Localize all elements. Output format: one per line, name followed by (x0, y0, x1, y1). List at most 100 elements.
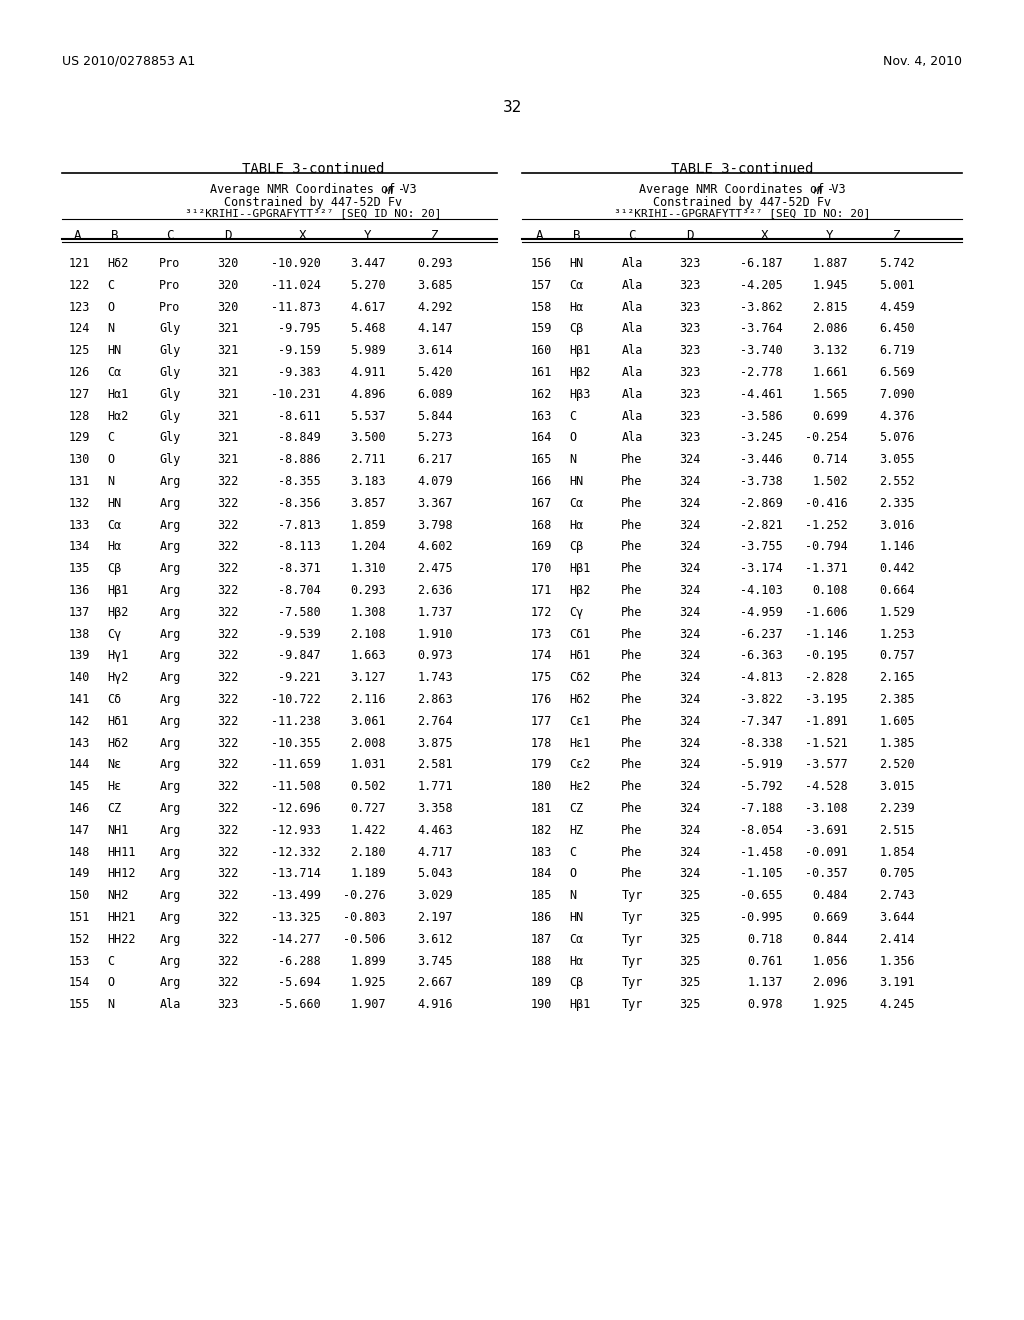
Text: 1.910: 1.910 (418, 627, 453, 640)
Text: 3.055: 3.055 (880, 453, 915, 466)
Text: 2.086: 2.086 (812, 322, 848, 335)
Text: -4.959: -4.959 (740, 606, 783, 619)
Text: Phe: Phe (622, 453, 643, 466)
Text: -5.792: -5.792 (740, 780, 783, 793)
Text: Phe: Phe (622, 562, 643, 576)
Text: Cε2: Cε2 (569, 759, 591, 771)
Text: Hε2: Hε2 (569, 780, 591, 793)
Text: 324: 324 (679, 475, 700, 488)
Text: 1.137: 1.137 (748, 977, 783, 990)
Text: -3.577: -3.577 (805, 759, 848, 771)
Text: 123: 123 (69, 301, 90, 314)
Text: Ala: Ala (160, 998, 180, 1011)
Text: Cδ1: Cδ1 (569, 627, 591, 640)
Text: 0.699: 0.699 (812, 409, 848, 422)
Text: 139: 139 (69, 649, 90, 663)
Text: -0.803: -0.803 (343, 911, 386, 924)
Text: Phe: Phe (622, 606, 643, 619)
Text: 323: 323 (679, 409, 700, 422)
Text: Pro: Pro (160, 301, 180, 314)
Text: Average NMR Coordinates of V3: Average NMR Coordinates of V3 (639, 183, 846, 195)
Text: 324: 324 (679, 671, 700, 684)
Text: 4.916: 4.916 (418, 998, 453, 1011)
Text: -0.276: -0.276 (343, 890, 386, 902)
Text: 4.245: 4.245 (880, 998, 915, 1011)
Text: 184: 184 (530, 867, 552, 880)
Text: Hε1: Hε1 (569, 737, 591, 750)
Text: -3.738: -3.738 (740, 475, 783, 488)
Text: 187: 187 (530, 933, 552, 946)
Text: D: D (224, 228, 231, 242)
Text: C: C (106, 432, 114, 445)
Text: -3.862: -3.862 (740, 301, 783, 314)
Text: -8.113: -8.113 (279, 540, 321, 553)
Text: -12.933: -12.933 (271, 824, 321, 837)
Text: -1.105: -1.105 (740, 867, 783, 880)
Text: 0.293: 0.293 (350, 583, 386, 597)
Text: -8.338: -8.338 (740, 737, 783, 750)
Text: Hγ1: Hγ1 (106, 649, 128, 663)
Text: 320: 320 (217, 279, 239, 292)
Text: -0.416: -0.416 (805, 496, 848, 510)
Text: 160: 160 (530, 345, 552, 358)
Text: 1.189: 1.189 (350, 867, 386, 880)
Text: Arg: Arg (160, 954, 180, 968)
Text: 1.031: 1.031 (350, 759, 386, 771)
Text: 322: 322 (217, 759, 239, 771)
Text: Ala: Ala (622, 432, 643, 445)
Text: 3.016: 3.016 (880, 519, 915, 532)
Text: Y: Y (826, 228, 834, 242)
Text: -5.660: -5.660 (279, 998, 321, 1011)
Text: Hβ3: Hβ3 (569, 388, 591, 401)
Text: 320: 320 (217, 257, 239, 271)
Text: 322: 322 (217, 846, 239, 858)
Text: -14.277: -14.277 (271, 933, 321, 946)
Text: 322: 322 (217, 803, 239, 814)
Text: Arg: Arg (160, 606, 180, 619)
Text: 324: 324 (679, 649, 700, 663)
Text: 164: 164 (530, 432, 552, 445)
Text: 2.335: 2.335 (880, 496, 915, 510)
Text: O: O (569, 432, 577, 445)
Text: 0.718: 0.718 (748, 933, 783, 946)
Text: -9.795: -9.795 (279, 322, 321, 335)
Text: 322: 322 (217, 562, 239, 576)
Text: 170: 170 (530, 562, 552, 576)
Text: Z: Z (893, 228, 901, 242)
Text: Average NMR Coordinates of V3: Average NMR Coordinates of V3 (210, 183, 417, 195)
Text: 157: 157 (530, 279, 552, 292)
Text: Phe: Phe (622, 780, 643, 793)
Text: 150: 150 (69, 890, 90, 902)
Text: 135: 135 (69, 562, 90, 576)
Text: -9.847: -9.847 (279, 649, 321, 663)
Text: Y: Y (365, 228, 372, 242)
Text: Phe: Phe (622, 759, 643, 771)
Text: 322: 322 (217, 519, 239, 532)
Text: 185: 185 (530, 890, 552, 902)
Text: Hα: Hα (569, 954, 584, 968)
Text: HN: HN (106, 345, 121, 358)
Text: 4.459: 4.459 (880, 301, 915, 314)
Text: 175: 175 (530, 671, 552, 684)
Text: 4.911: 4.911 (350, 366, 386, 379)
Text: 2.414: 2.414 (880, 933, 915, 946)
Text: 6.719: 6.719 (880, 345, 915, 358)
Text: 173: 173 (530, 627, 552, 640)
Text: 323: 323 (217, 998, 239, 1011)
Text: -4.528: -4.528 (805, 780, 848, 793)
Text: 0.293: 0.293 (418, 257, 453, 271)
Text: Phe: Phe (622, 649, 643, 663)
Text: A: A (537, 228, 544, 242)
Text: C: C (569, 846, 577, 858)
Text: -8.371: -8.371 (279, 562, 321, 576)
Text: -7.580: -7.580 (279, 606, 321, 619)
Text: Ala: Ala (622, 366, 643, 379)
Text: -3.586: -3.586 (740, 409, 783, 422)
Text: 1.925: 1.925 (350, 977, 386, 990)
Text: 325: 325 (679, 998, 700, 1011)
Text: 1.899: 1.899 (350, 954, 386, 968)
Text: -2.828: -2.828 (805, 671, 848, 684)
Text: 2.743: 2.743 (880, 890, 915, 902)
Text: 149: 149 (69, 867, 90, 880)
Text: 324: 324 (679, 453, 700, 466)
